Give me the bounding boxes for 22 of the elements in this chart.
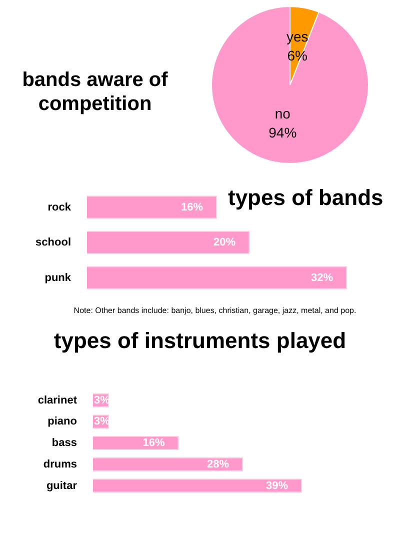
data-label: 3% [94,416,110,428]
data-label: 94% [268,124,297,140]
y-tick-label: rock [48,201,72,214]
y-tick-label: guitar [46,480,78,492]
data-label: 3% [94,394,110,406]
data-label: 28% [207,458,230,470]
data-label: 32% [310,272,334,284]
chart-title: types of bands [228,185,384,212]
y-tick-label: school [36,236,71,249]
chart-title: types of instruments played [52,328,348,354]
data-label: 20% [213,236,236,249]
data-label: 39% [266,480,288,492]
text: bands aware of competition [21,68,169,116]
y-tick-label: punk [44,272,72,284]
data-label: 16% [142,437,165,450]
y-tick-label: bass [52,437,77,450]
y-tick-label: drums [43,458,77,470]
text: Note: Other bands include: banjo, blues, christian, garage, jazz, metal, and pop. [72,306,358,315]
y-tick-label: piano [48,416,78,428]
data-label: 16% [180,201,204,214]
slice-label: no [274,105,291,122]
y-tick-label: clarinet [38,394,78,406]
